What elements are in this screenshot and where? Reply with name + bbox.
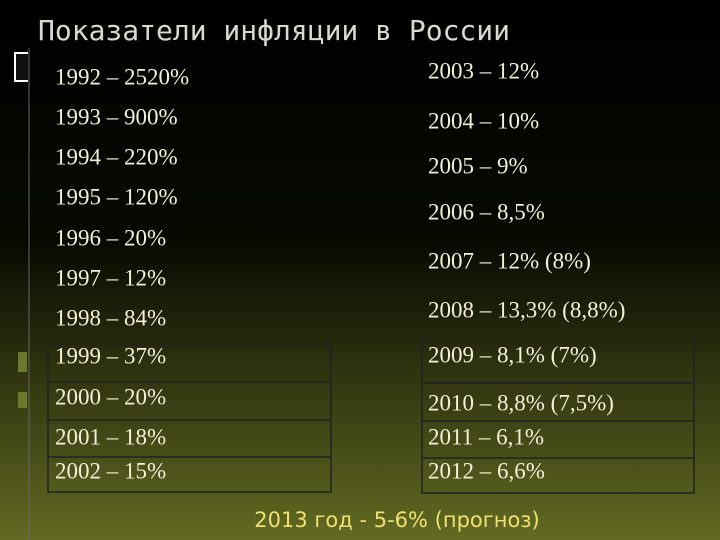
list-item: 2003 – 12% [428,58,539,83]
left-column: 1992 – 2520% 1993 – 900% 1994 – 220% 1995 –… [55,64,189,483]
list-item: 2002 – 15% [55,458,166,483]
list-item: 2008 – 13,3% (8,8%) [428,297,625,322]
list-item: 2001 – 18% [55,424,166,449]
list-item: 2011 – 6,1% [428,424,544,449]
list-item: 2000 – 20% [55,384,166,409]
table-border [421,339,695,494]
list-item: 2012 – 6,6% [428,458,545,483]
title: Показатели инфляции в России [38,14,510,47]
list-item: 2006 – 8,5% [428,199,545,224]
footer: 2013 год - 5-6% (прогноз) [254,508,539,532]
list-item: 1995 – 120% [55,184,178,209]
list-item: 1997 – 12% [55,265,166,290]
left-box [47,344,332,493]
list-item: 2007 – 12% (8%) [428,248,591,273]
decor-square [16,54,28,80]
right-column: 2003 – 12% 2004 – 10% 2005 – 9% 2006 – 8,5%… [428,58,625,483]
list-item: 1992 – 2520% [55,64,189,89]
decor-square [18,392,27,408]
list-item: 1998 – 84% [55,305,166,330]
list-item: 2010 – 8,8% (7,5%) [428,390,614,415]
right-box [421,339,695,494]
list-item: 1993 – 900% [55,104,178,129]
table-border [47,344,332,493]
decor-square [18,352,27,372]
list-item: 1994 – 220% [55,144,178,169]
list-item: 2004 – 10% [428,108,539,133]
list-item: 1999 – 37% [55,343,166,368]
list-item: 1996 – 20% [55,225,166,250]
list-item: 2005 – 9% [428,153,528,178]
list-item: 2009 – 8,1% (7%) [428,342,597,367]
